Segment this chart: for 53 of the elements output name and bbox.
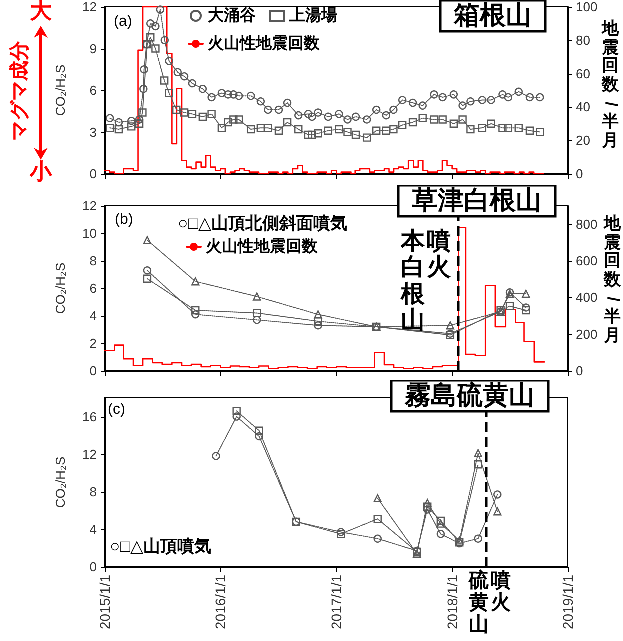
y2-tick-label: 800 <box>576 216 598 232</box>
y-tick-label: 9 <box>90 41 97 56</box>
annotation: (c) <box>108 401 126 418</box>
y2-axis-title: 地震回数/半月 <box>603 214 623 346</box>
text: マグマ成分 <box>9 41 31 141</box>
y2-tick-label: 40 <box>576 100 590 115</box>
y-tick-label: 0 <box>90 364 97 378</box>
x-tick-label: 2016/1/1 <box>212 574 229 630</box>
y-tick-label: 12 <box>82 446 97 462</box>
y2-tick-label: 200 <box>576 326 598 342</box>
ref-line-label: 硫黄山噴火 <box>468 570 512 636</box>
y2-tick-label: 0 <box>576 166 584 182</box>
y2-tick-label: 60 <box>576 66 590 82</box>
y-tick-label: 4 <box>90 522 97 537</box>
y-tick-label: 10 <box>82 226 97 241</box>
y-tick-label: 2 <box>90 336 97 351</box>
y2-tick-label: 0 <box>576 364 584 378</box>
legend-label: 火山性地震回数 <box>208 34 321 52</box>
x-tick-label: 2018/1/1 <box>444 574 460 630</box>
annotation: ○□△山頂噴気 <box>110 537 212 556</box>
y2-tick-label: 80 <box>576 32 590 48</box>
y-axis-title: CO₂/H₂S <box>53 456 68 508</box>
y-tick-label: 12 <box>82 0 97 14</box>
y2-tick-label: 600 <box>576 254 598 268</box>
y-tick-label: 6 <box>90 281 97 296</box>
y-tick-label: 0 <box>90 166 97 182</box>
y2-tick-label: 20 <box>576 133 590 148</box>
y-tick-label: 16 <box>82 409 97 424</box>
legend-label: 大涌谷 <box>208 6 257 24</box>
y2-tick-label: 400 <box>576 290 598 306</box>
y-tick-label: 0 <box>90 560 97 574</box>
y2-axis-title: 地震回数/半月 <box>601 19 621 151</box>
annotation: (a) <box>114 13 132 30</box>
text: 小 <box>30 159 52 184</box>
y-tick-label: 6 <box>90 83 97 98</box>
y2-tick-label: 100 <box>576 0 598 14</box>
annotation: (b) <box>115 211 134 228</box>
chart-title: 箱根山 <box>453 0 532 30</box>
x-tick-label: 2019/1/1 <box>560 574 576 630</box>
chart-title: 草津白根山 <box>411 185 542 215</box>
y-tick-label: 12 <box>82 198 97 214</box>
x-tick-label: 2015/1/1 <box>97 574 113 630</box>
y-tick-label: 3 <box>90 124 97 140</box>
chart-title: 霧島硫黄山 <box>404 380 535 410</box>
y-axis-title: CO₂/H₂S <box>53 262 68 314</box>
y-tick-label: 8 <box>90 484 97 500</box>
legend-label: 火山性地震回数 <box>206 238 319 256</box>
x-tick-label: 2017/1/1 <box>328 574 345 630</box>
y-tick-label: 4 <box>90 308 97 324</box>
y-axis-title: CO₂/H₂S <box>53 64 68 116</box>
y-tick-label: 8 <box>90 254 97 268</box>
annotation: ○□△山頂北側斜面噴気 <box>178 214 348 233</box>
legend-label: 上湯場 <box>288 6 338 24</box>
